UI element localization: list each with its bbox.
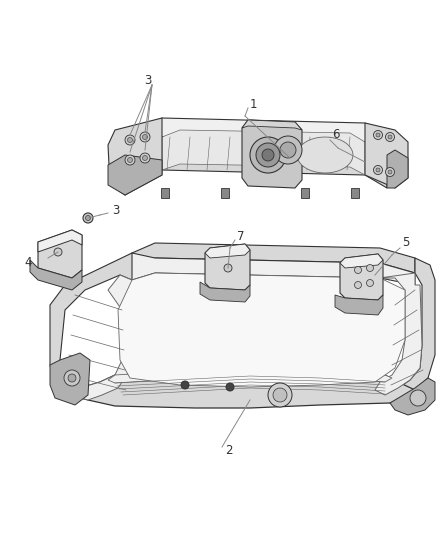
Text: 1: 1 bbox=[250, 98, 258, 110]
Text: 7: 7 bbox=[237, 230, 244, 243]
Polygon shape bbox=[390, 378, 435, 415]
Polygon shape bbox=[351, 188, 359, 198]
Polygon shape bbox=[335, 295, 383, 315]
Text: 5: 5 bbox=[402, 237, 410, 249]
Circle shape bbox=[54, 248, 62, 256]
Circle shape bbox=[385, 167, 395, 176]
Polygon shape bbox=[125, 137, 387, 195]
Circle shape bbox=[274, 136, 302, 164]
Circle shape bbox=[354, 281, 361, 288]
Polygon shape bbox=[340, 254, 383, 300]
Circle shape bbox=[142, 134, 148, 140]
Circle shape bbox=[367, 264, 374, 271]
Polygon shape bbox=[50, 353, 90, 405]
Circle shape bbox=[127, 138, 133, 142]
Circle shape bbox=[64, 370, 80, 386]
Polygon shape bbox=[200, 282, 250, 302]
Circle shape bbox=[410, 390, 426, 406]
Polygon shape bbox=[365, 123, 408, 188]
Polygon shape bbox=[70, 368, 415, 408]
Polygon shape bbox=[301, 188, 309, 198]
Circle shape bbox=[181, 381, 189, 389]
Polygon shape bbox=[161, 188, 169, 198]
Polygon shape bbox=[132, 243, 415, 273]
Text: 6: 6 bbox=[332, 128, 339, 141]
Polygon shape bbox=[108, 155, 162, 195]
Polygon shape bbox=[38, 230, 82, 278]
Polygon shape bbox=[242, 120, 302, 130]
Circle shape bbox=[280, 142, 296, 158]
Circle shape bbox=[140, 132, 150, 142]
Circle shape bbox=[367, 279, 374, 287]
Circle shape bbox=[256, 143, 280, 167]
Circle shape bbox=[127, 157, 133, 163]
Circle shape bbox=[68, 374, 76, 382]
Text: 2: 2 bbox=[225, 443, 233, 456]
Polygon shape bbox=[118, 273, 405, 387]
Polygon shape bbox=[297, 137, 353, 173]
Text: 4: 4 bbox=[24, 255, 32, 269]
Circle shape bbox=[388, 170, 392, 174]
Polygon shape bbox=[385, 258, 435, 403]
Circle shape bbox=[273, 388, 287, 402]
Polygon shape bbox=[125, 118, 387, 162]
Polygon shape bbox=[375, 273, 422, 395]
Polygon shape bbox=[221, 188, 229, 198]
Circle shape bbox=[125, 135, 135, 145]
Circle shape bbox=[376, 133, 380, 137]
Circle shape bbox=[374, 131, 382, 140]
Circle shape bbox=[376, 168, 380, 172]
Polygon shape bbox=[205, 244, 250, 258]
Circle shape bbox=[388, 135, 392, 139]
Polygon shape bbox=[108, 118, 162, 195]
Polygon shape bbox=[108, 368, 392, 383]
Polygon shape bbox=[30, 260, 82, 290]
Circle shape bbox=[125, 155, 135, 165]
Circle shape bbox=[85, 215, 91, 221]
Circle shape bbox=[226, 383, 234, 391]
Circle shape bbox=[250, 137, 286, 173]
Circle shape bbox=[262, 149, 274, 161]
Circle shape bbox=[354, 266, 361, 273]
Polygon shape bbox=[38, 230, 82, 252]
Text: 3: 3 bbox=[112, 205, 120, 217]
Polygon shape bbox=[340, 254, 383, 268]
Polygon shape bbox=[387, 150, 408, 188]
Polygon shape bbox=[50, 253, 132, 395]
Polygon shape bbox=[242, 120, 302, 188]
Circle shape bbox=[224, 264, 232, 272]
Circle shape bbox=[140, 153, 150, 163]
Polygon shape bbox=[162, 130, 365, 175]
Polygon shape bbox=[120, 253, 415, 285]
Circle shape bbox=[142, 156, 148, 160]
Circle shape bbox=[268, 383, 292, 407]
Text: 3: 3 bbox=[144, 74, 152, 86]
Polygon shape bbox=[70, 275, 135, 400]
Polygon shape bbox=[205, 244, 250, 290]
Circle shape bbox=[83, 213, 93, 223]
Circle shape bbox=[374, 166, 382, 174]
Circle shape bbox=[385, 133, 395, 141]
